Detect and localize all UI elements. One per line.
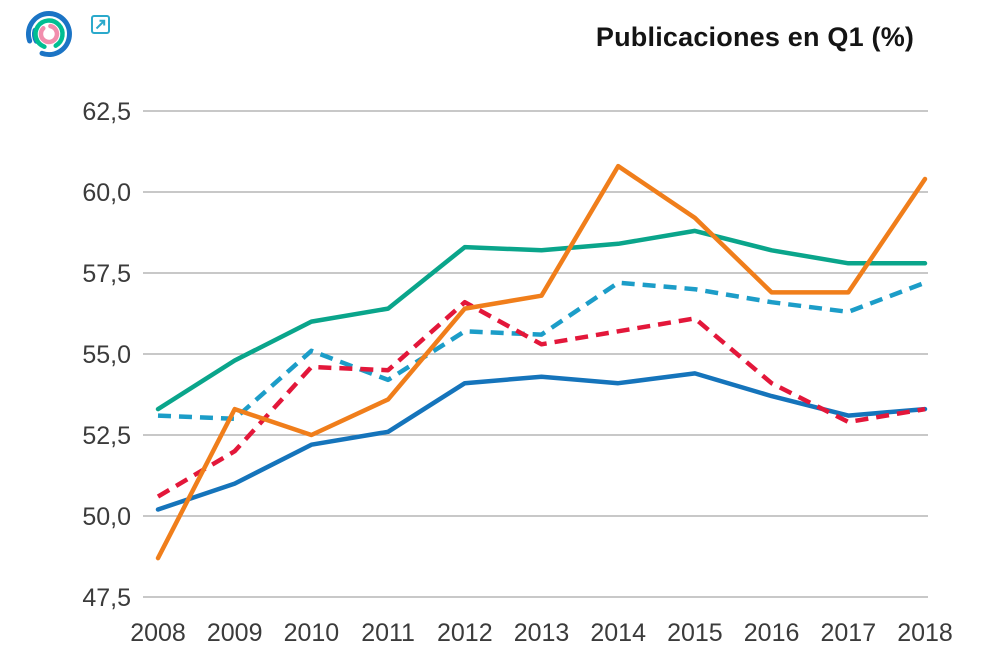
x-tick-label: 2018 bbox=[897, 619, 953, 647]
chart-title: Publicaciones en Q1 (%) bbox=[595, 22, 915, 52]
x-tick-label: 2013 bbox=[514, 619, 570, 647]
y-tick-label: 52,5 bbox=[82, 422, 131, 450]
y-tick-label: 47,5 bbox=[82, 584, 131, 612]
y-tick-label: 55,0 bbox=[82, 341, 131, 369]
orange-solid-line bbox=[155, 163, 928, 561]
external-link-icon[interactable] bbox=[91, 15, 110, 34]
y-tick-label: 60,0 bbox=[82, 179, 131, 207]
x-tick-label: 2008 bbox=[130, 619, 186, 647]
x-tick-label: 2011 bbox=[361, 619, 415, 647]
teal-solid-line bbox=[155, 228, 928, 412]
x-tick-label: 2009 bbox=[207, 619, 263, 647]
x-tick-label: 2016 bbox=[744, 619, 800, 647]
blue-solid-line bbox=[155, 371, 928, 512]
y-tick-label: 57,5 bbox=[82, 260, 131, 288]
x-tick-label: 2014 bbox=[590, 619, 646, 647]
concentric-arcs-logo-icon bbox=[25, 11, 72, 58]
x-tick-label: 2015 bbox=[667, 619, 723, 647]
x-tick-label: 2017 bbox=[820, 619, 876, 647]
logo bbox=[22, 6, 117, 66]
y-tick-label: 50,0 bbox=[82, 503, 131, 531]
cyan-dashed-line bbox=[157, 280, 926, 422]
y-tick-label: 62,5 bbox=[82, 98, 131, 126]
red-dashed-line bbox=[156, 299, 926, 499]
x-tick-label: 2012 bbox=[437, 619, 493, 647]
x-tick-label: 2010 bbox=[284, 619, 340, 647]
